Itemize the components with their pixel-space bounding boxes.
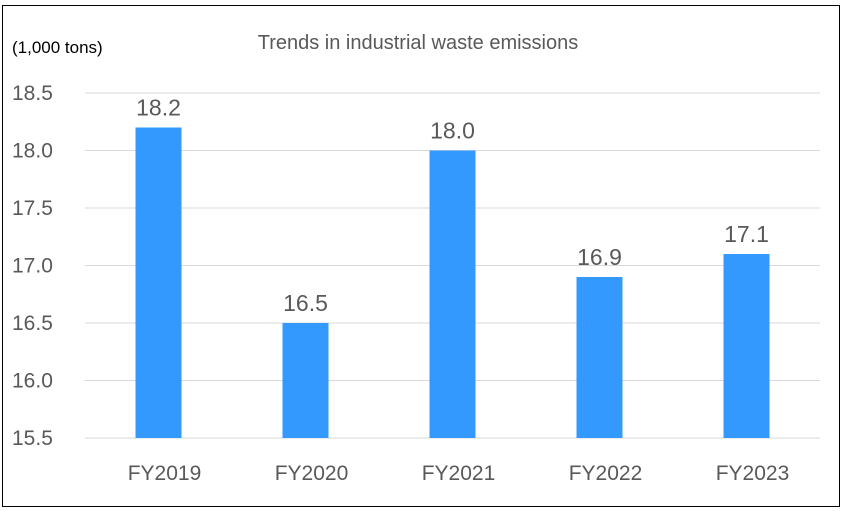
data-label: 16.5 — [283, 290, 328, 316]
y-tick-label: 18.5 — [12, 82, 53, 105]
x-category-label: FY2019 — [128, 462, 202, 485]
data-labels: 18.2 16.5 18.0 16.9 17.1 — [136, 95, 769, 317]
bar — [723, 254, 770, 438]
chart-title: Trends in industrial waste emissions — [257, 32, 579, 54]
x-category-label: FY2020 — [275, 462, 349, 485]
x-category-label: FY2022 — [569, 462, 643, 485]
data-label: 16.9 — [577, 244, 622, 270]
bar — [135, 127, 182, 438]
y-tick-label: 17.0 — [12, 255, 53, 278]
y-axis-unit-label: (1,000 tons) — [12, 38, 103, 57]
bar — [429, 150, 476, 438]
y-tick-label: 16.0 — [12, 370, 53, 393]
y-axis-ticks: 15.5 16.0 16.5 17.0 17.5 18.0 18.5 — [12, 82, 53, 450]
y-tick-label: 18.0 — [12, 140, 53, 163]
data-label: 18.2 — [136, 95, 181, 121]
bar — [282, 323, 329, 438]
data-label: 17.1 — [724, 221, 769, 247]
y-tick-label: 17.5 — [12, 197, 53, 220]
y-tick-label: 15.5 — [12, 427, 53, 450]
y-tick-label: 16.5 — [12, 312, 53, 335]
bar — [576, 277, 623, 438]
x-category-label: FY2021 — [422, 462, 496, 485]
x-category-label: FY2023 — [716, 462, 790, 485]
data-label: 18.0 — [430, 118, 475, 144]
bars — [135, 127, 770, 438]
x-axis-labels: FY2019 FY2020 FY2021 FY2022 FY2023 — [128, 462, 790, 485]
